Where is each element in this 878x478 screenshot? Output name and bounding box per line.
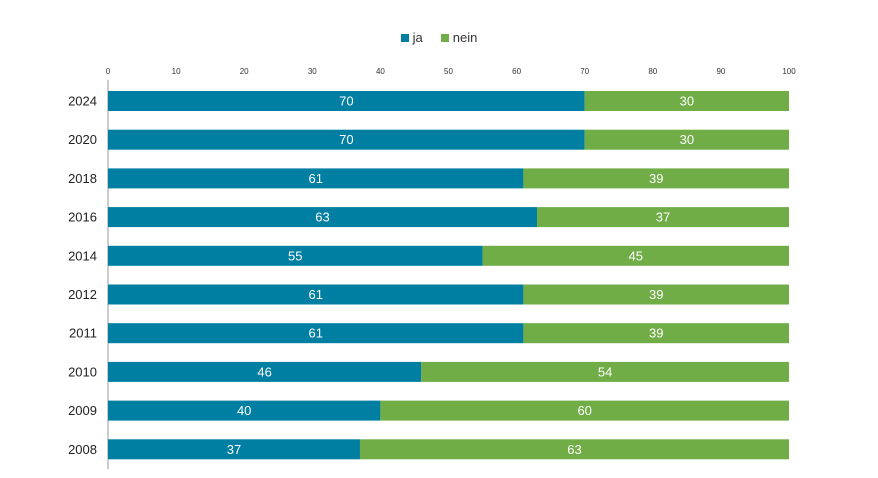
y-category-label: 2014 [68,248,97,263]
data-label-ja: 55 [288,248,302,263]
x-tick-label: 70 [580,67,589,76]
bar-ja [108,245,483,266]
data-label-nein: 63 [567,442,581,457]
bar-nein [380,400,789,421]
x-tick-label: 50 [444,67,453,76]
data-label-ja: 63 [315,210,329,225]
data-label-nein: 30 [680,132,694,147]
bar-nein [523,284,789,305]
legend-label-nein: nein [452,30,478,45]
data-label-ja: 40 [237,403,251,418]
x-tick-label: 0 [106,67,111,76]
x-tick-label: 80 [648,67,657,76]
data-label-nein: 45 [629,248,643,263]
bar-ja [108,284,524,305]
legend-swatch-nein [440,33,449,42]
legend-item-nein: nein [440,30,478,45]
y-category-label: 2009 [68,403,97,418]
bar-nein [523,168,789,189]
y-category-label: 2020 [68,132,97,147]
legend-item-ja: ja [400,30,423,45]
data-label-ja: 70 [339,94,353,109]
x-tick-label: 40 [376,67,385,76]
bar-ja [108,361,422,382]
data-label-nein: 39 [649,326,663,341]
data-label-nein: 37 [656,210,670,225]
x-tick-label: 10 [172,67,181,76]
y-category-label: 2016 [68,210,97,225]
data-label-ja: 70 [339,132,353,147]
bar-nein [523,323,789,344]
data-label-ja: 46 [257,364,271,379]
data-label-nein: 60 [577,403,591,418]
x-tick-label: 20 [240,67,249,76]
y-category-label: 2018 [68,171,97,186]
data-label-ja: 37 [227,442,241,457]
legend-label-ja: ja [412,30,423,45]
x-tick-label: 90 [716,67,725,76]
data-label-ja: 61 [308,326,322,341]
y-category-label: 2012 [68,287,97,302]
data-label-nein: 39 [649,171,663,186]
x-tick-label: 30 [308,67,317,76]
bar-nein [421,361,789,382]
bar-ja [108,207,538,228]
x-tick-label: 100 [782,67,796,76]
y-category-label: 2010 [68,364,97,379]
legend-swatch-ja [400,33,409,42]
bar-ja [108,323,524,344]
bar-ja [108,439,360,460]
bar-nein [482,245,789,266]
bar-nein [359,439,789,460]
y-category-label: 2024 [68,94,97,109]
bar-nein [584,129,789,150]
data-label-ja: 61 [308,287,322,302]
y-category-label: 2011 [69,326,97,341]
x-tick-label: 60 [512,67,521,76]
bar-ja [108,91,585,111]
bar-nein [584,91,789,111]
bar-ja [108,168,524,189]
bar-ja [108,400,381,421]
data-label-ja: 61 [308,171,322,186]
bar-ja [108,129,585,150]
bar-nein [537,207,789,228]
legend: ja nein [0,30,878,45]
data-label-nein: 39 [649,287,663,302]
data-label-nein: 30 [680,94,694,109]
y-category-label: 2008 [68,442,97,457]
data-label-nein: 54 [598,364,612,379]
